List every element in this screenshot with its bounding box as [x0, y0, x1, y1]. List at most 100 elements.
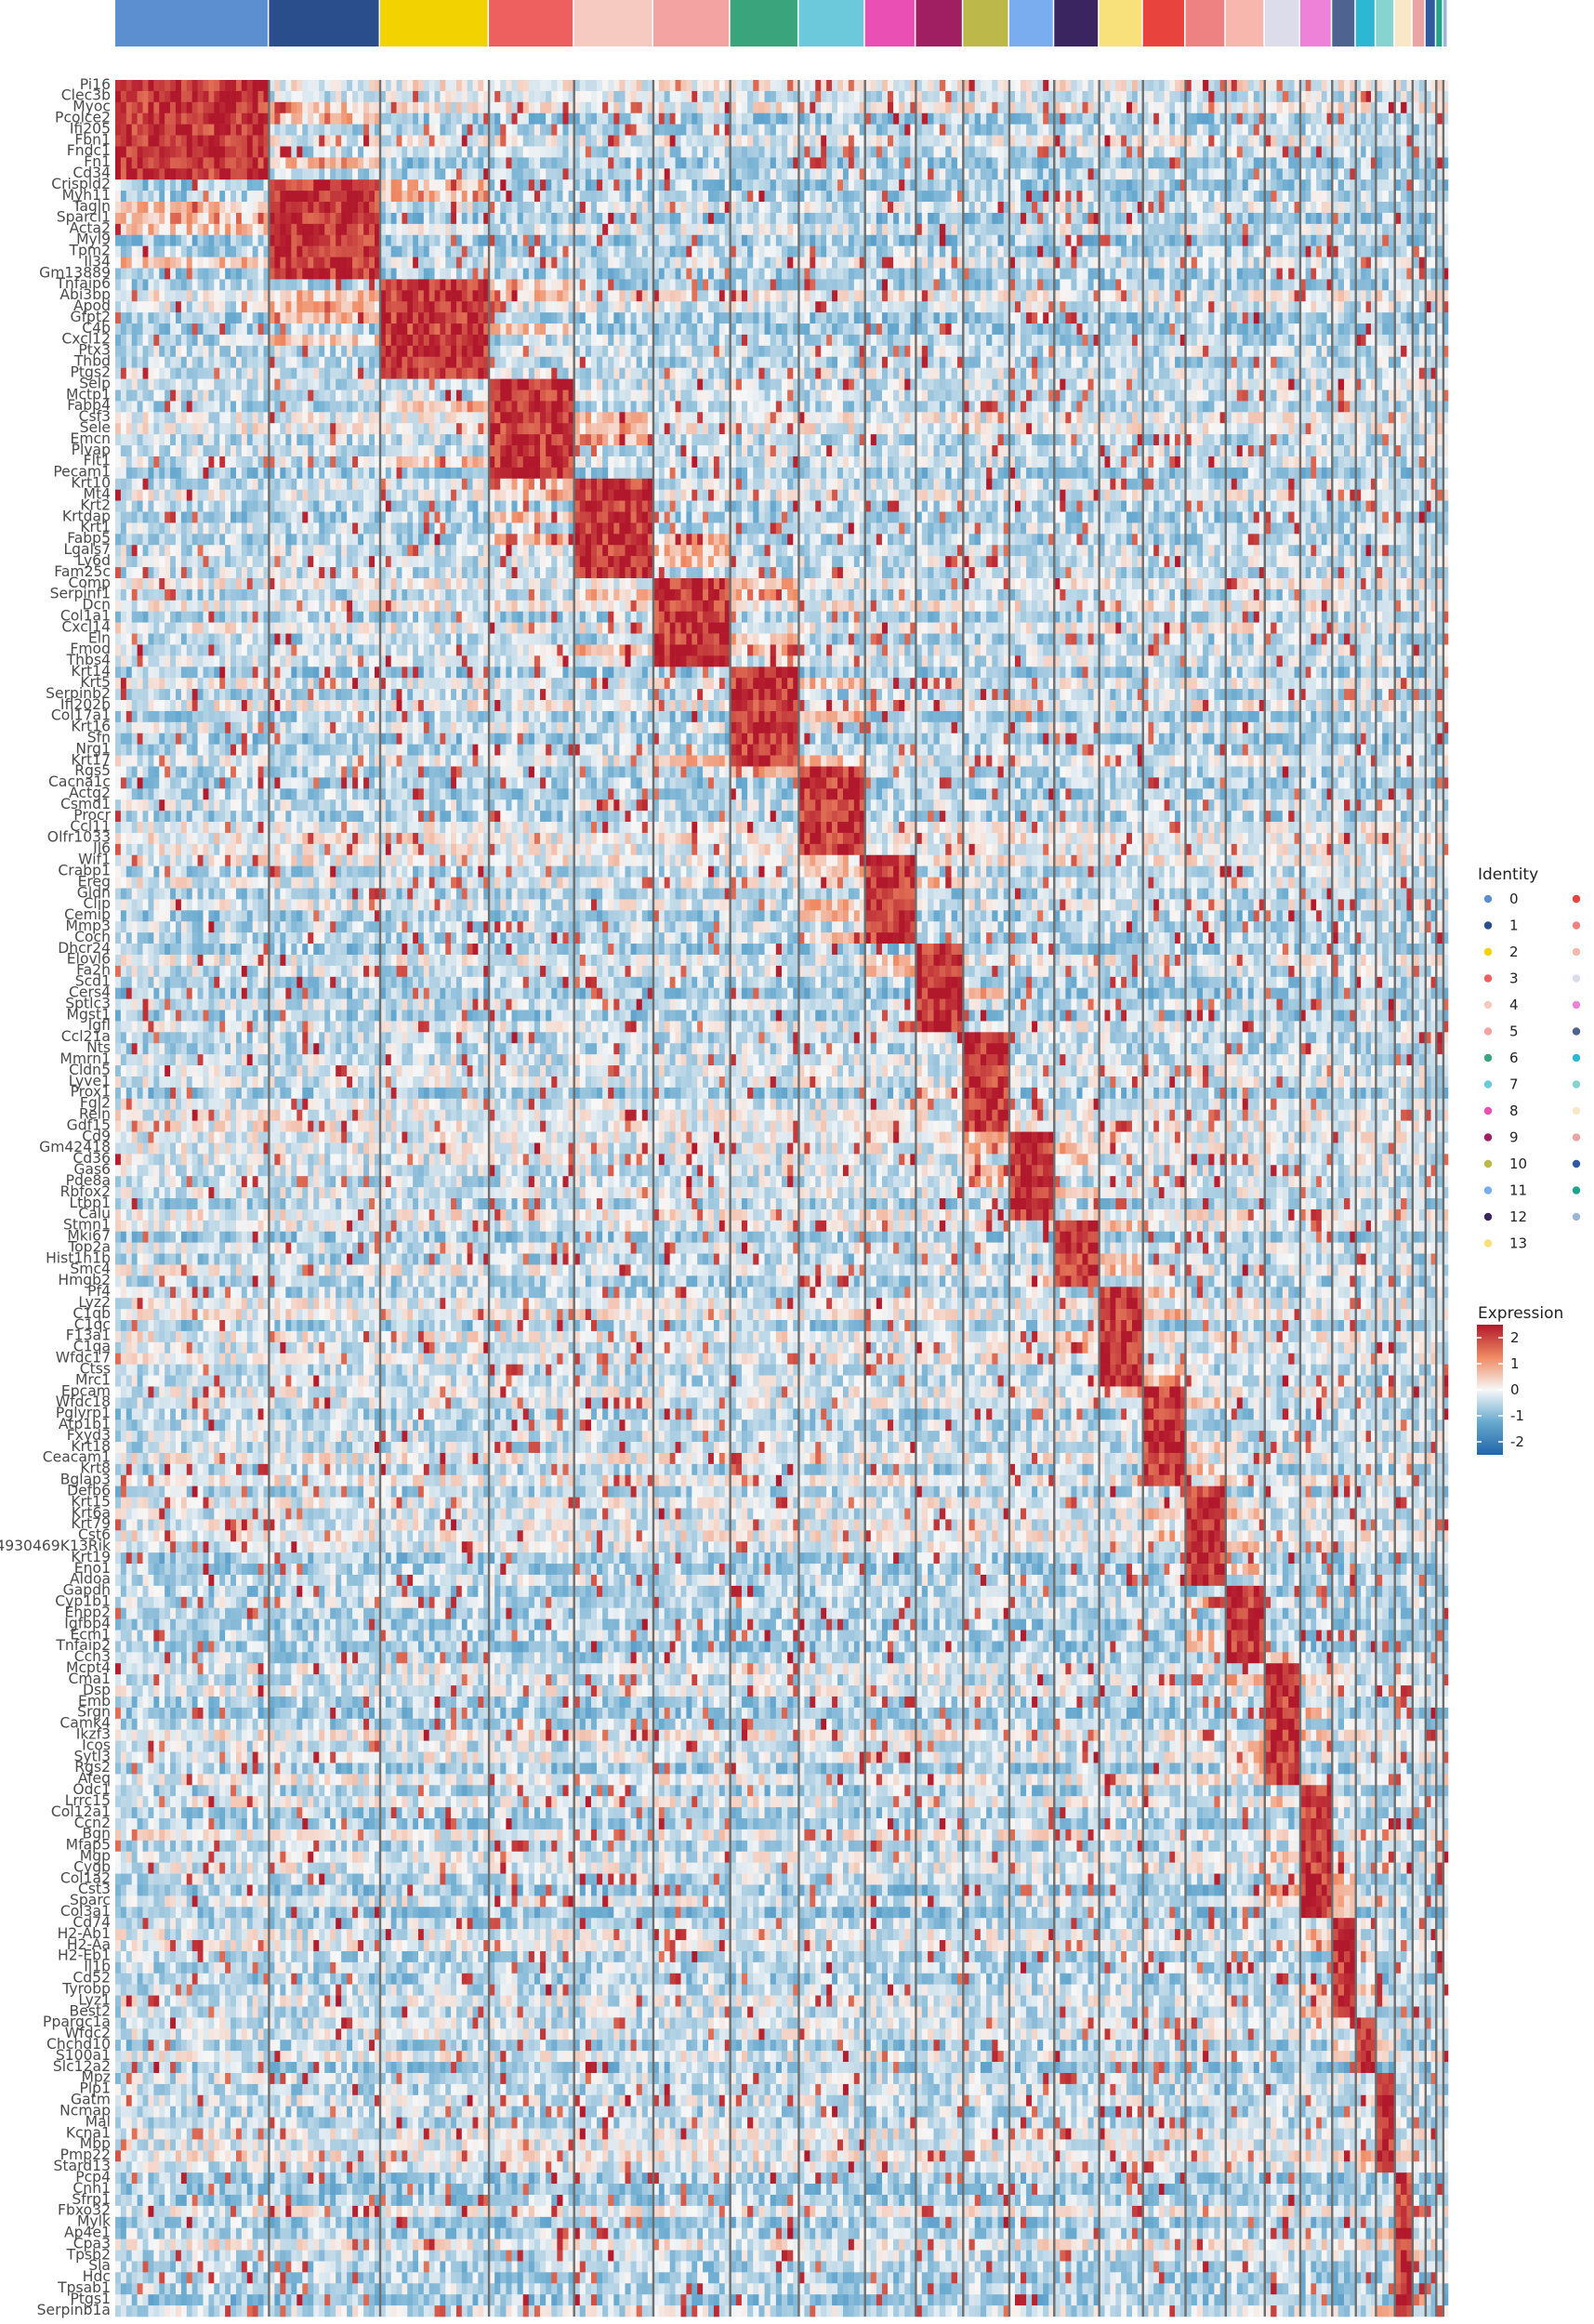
cluster-bar-11 — [1009, 0, 1053, 46]
heatmap-row-Sptlc3 — [115, 999, 1448, 1010]
expression-tick-label: -1 — [1510, 1407, 1524, 1424]
heatmap-row-Ly6d — [115, 556, 1448, 567]
heatmap-row-Cpa3 — [115, 2239, 1448, 2251]
heatmap-row-Mpz — [115, 2073, 1448, 2084]
heatmap-row-Mctp1 — [115, 390, 1448, 402]
heatmap-row-Rgs5 — [115, 766, 1448, 777]
heatmap-row-Eno1 — [115, 1564, 1448, 1575]
heatmap-row-Thbd — [115, 357, 1448, 368]
heatmap-row-Ltbp1 — [115, 1198, 1448, 1209]
identity-dot-16 — [1573, 948, 1580, 956]
heatmap-row-Fbxo32 — [115, 2206, 1448, 2217]
heatmap-row-Krt79 — [115, 1519, 1448, 1530]
heatmap-row-Smc4 — [115, 1264, 1448, 1275]
heatmap-row-Wfdc2 — [115, 2028, 1448, 2040]
heatmap-row-Fa2h — [115, 966, 1448, 977]
heatmap-row-Elovl6 — [115, 955, 1448, 966]
heatmap-row-H2-Aa — [115, 1940, 1448, 1951]
heatmap-row-Ccl11 — [115, 822, 1448, 833]
identity-dot-14 — [1573, 895, 1580, 903]
heatmap-row-Il34 — [115, 257, 1448, 269]
heatmap-row-Thbs4 — [115, 655, 1448, 667]
heatmap-row-Mylk — [115, 2217, 1448, 2228]
cluster-bar-12 — [1054, 0, 1098, 46]
heatmap-row-Cacna1c — [115, 777, 1448, 788]
heatmap-row-Ccl21a — [115, 1032, 1448, 1043]
heatmap-row-Reln — [115, 1110, 1448, 1121]
identity-label-3: 3 — [1509, 971, 1519, 987]
heatmap-row-Col12a1 — [115, 1807, 1448, 1818]
cluster-bar-18 — [1300, 0, 1331, 46]
identity-dot-11 — [1484, 1186, 1492, 1194]
heatmap-row-Krtdap — [115, 512, 1448, 523]
heatmap-row-4930469K13Rik — [115, 1541, 1448, 1552]
heatmap-row-C1qa — [115, 1342, 1448, 1353]
heatmap-row-Dhcr24 — [115, 944, 1448, 955]
heatmap-row-Pmp22 — [115, 2150, 1448, 2161]
cluster-bar-6 — [731, 0, 797, 46]
heatmap-row-Hist1h1b — [115, 1254, 1448, 1265]
heatmap-row-Krt15 — [115, 1498, 1448, 1509]
heatmap-row-Cst3 — [115, 1884, 1448, 1895]
cluster-bar-23 — [1413, 0, 1425, 46]
identity-label-4: 4 — [1509, 997, 1519, 1013]
heatmap-row-Sfn — [115, 733, 1448, 745]
heatmap-row-Mfap5 — [115, 1841, 1448, 1852]
heatmap-row-Gfpt2 — [115, 312, 1448, 324]
heatmap-row-Clip — [115, 899, 1448, 910]
heatmap-row-Ncmap — [115, 2106, 1448, 2118]
heatmap-row-Aldoa — [115, 1575, 1448, 1586]
heatmap-row-Nrg1 — [115, 745, 1448, 756]
heatmap-row-S100a1 — [115, 2051, 1448, 2062]
identity-dot-3 — [1484, 974, 1492, 982]
identity-dot-18 — [1573, 1001, 1580, 1009]
cluster-bar-20 — [1356, 0, 1375, 46]
heatmap-row-Slc12a2 — [115, 2062, 1448, 2073]
heatmap-row-Pcolce2 — [115, 113, 1448, 125]
identity-dot-13 — [1484, 1239, 1492, 1247]
heatmap-row-Lyz1 — [115, 1996, 1448, 2007]
heatmap-row-Pi16 — [115, 80, 1448, 91]
heatmap-row-Csmd1 — [115, 799, 1448, 811]
heatmap-row-Fxyd3 — [115, 1431, 1448, 1442]
heatmap-row-Mgp — [115, 1852, 1448, 1863]
cluster-bar-7 — [798, 0, 863, 46]
heatmap-row-Fam25c — [115, 567, 1448, 578]
identity-dot-0 — [1484, 895, 1492, 903]
heatmap-row-Procr — [115, 811, 1448, 822]
heatmap-row-Mcpt4 — [115, 1663, 1448, 1674]
identity-dot-23 — [1573, 1133, 1580, 1141]
heatmap-row-Chchd10 — [115, 2040, 1448, 2051]
identity-dot-19 — [1573, 1027, 1580, 1035]
cluster-bar-1 — [269, 0, 378, 46]
heatmap-row-Mmrn1 — [115, 1054, 1448, 1065]
heatmap-row-Col3a1 — [115, 1907, 1448, 1918]
heatmap-row-Atp1b1 — [115, 1419, 1448, 1431]
heatmap-row-Cyp1b1 — [115, 1597, 1448, 1608]
identity-label-2: 2 — [1509, 944, 1519, 960]
heatmap-row-Fbn1 — [115, 136, 1448, 147]
cluster-bar-22 — [1395, 0, 1412, 46]
heatmap-row-Lyve1 — [115, 1076, 1448, 1088]
heatmap-row-Icos — [115, 1741, 1448, 1752]
identity-legend: 0123456789101112131415161718192021222324… — [1484, 891, 1594, 1252]
gene-label: Serpinb1a — [37, 2302, 111, 2318]
cluster-bar-10 — [963, 0, 1008, 46]
heatmap-row-Cxcl12 — [115, 335, 1448, 346]
heatmap-row-Dsp — [115, 1685, 1448, 1697]
heatmap-row-Tnfaip2 — [115, 1641, 1448, 1652]
heatmap-row-Mal — [115, 2118, 1448, 2129]
cluster-bar-25 — [1436, 0, 1442, 46]
heatmap-row-Ptgs2 — [115, 368, 1448, 379]
heatmap-row-Fabp5 — [115, 534, 1448, 545]
heatmap-figure: Pi16Clec3bMyocPcolce2Ifi205Fbn1Fndc1Fn1C… — [0, 0, 1594, 2324]
heatmap-row-Apod — [115, 301, 1448, 312]
heatmap-row-Krt6a — [115, 1509, 1448, 1520]
identity-label-9: 9 — [1509, 1129, 1519, 1146]
heatmap-row-Afeq — [115, 1774, 1448, 1785]
heatmap-row-Tpm2 — [115, 246, 1448, 257]
heatmap-row-Ikzf3 — [115, 1730, 1448, 1741]
heatmap-row-Cnn1 — [115, 2184, 1448, 2195]
heatmap-row-Cd36 — [115, 1154, 1448, 1165]
heatmap-body — [115, 80, 1448, 2317]
